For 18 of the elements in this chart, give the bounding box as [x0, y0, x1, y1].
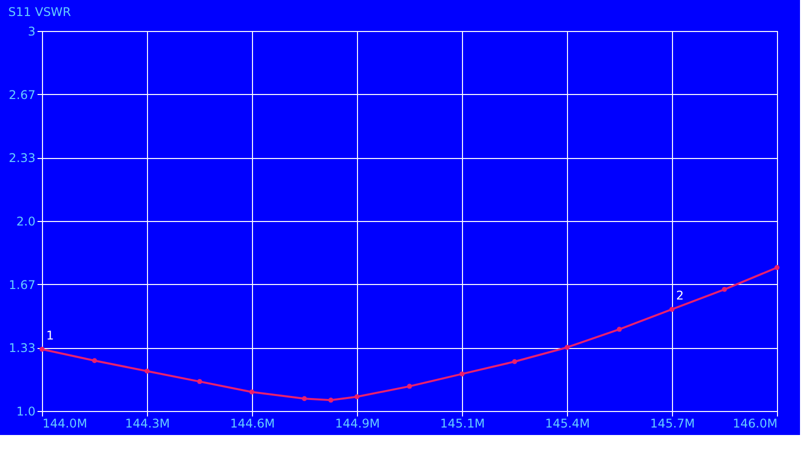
x-tick-label: 145.7M: [650, 416, 695, 430]
y-tick-label: 1.33: [8, 341, 36, 356]
x-tick-label: 144.0M: [42, 416, 88, 430]
y-tick-label: 2.33: [8, 151, 36, 166]
chart-title: S11 VSWR: [8, 5, 72, 19]
y-tick-label: 2.67: [8, 88, 36, 102]
x-tick-label: 144.9M: [335, 416, 380, 430]
x-tick-label: 145.1M: [440, 416, 485, 430]
y-tick-label: 1.67: [8, 278, 36, 292]
y-tick-label: 3: [28, 24, 36, 38]
annotation: 2: [676, 288, 684, 302]
y-tick-label: 2.0: [16, 214, 36, 228]
annotation: 1: [46, 328, 54, 342]
x-tick-label: 144.3M: [125, 416, 170, 430]
x-tick-label: 144.6M: [230, 416, 275, 430]
x-tick-label: 146.0M: [732, 416, 778, 430]
y-tick-label: 1.0: [16, 404, 36, 418]
x-tick-label: 145.4M: [545, 416, 590, 430]
